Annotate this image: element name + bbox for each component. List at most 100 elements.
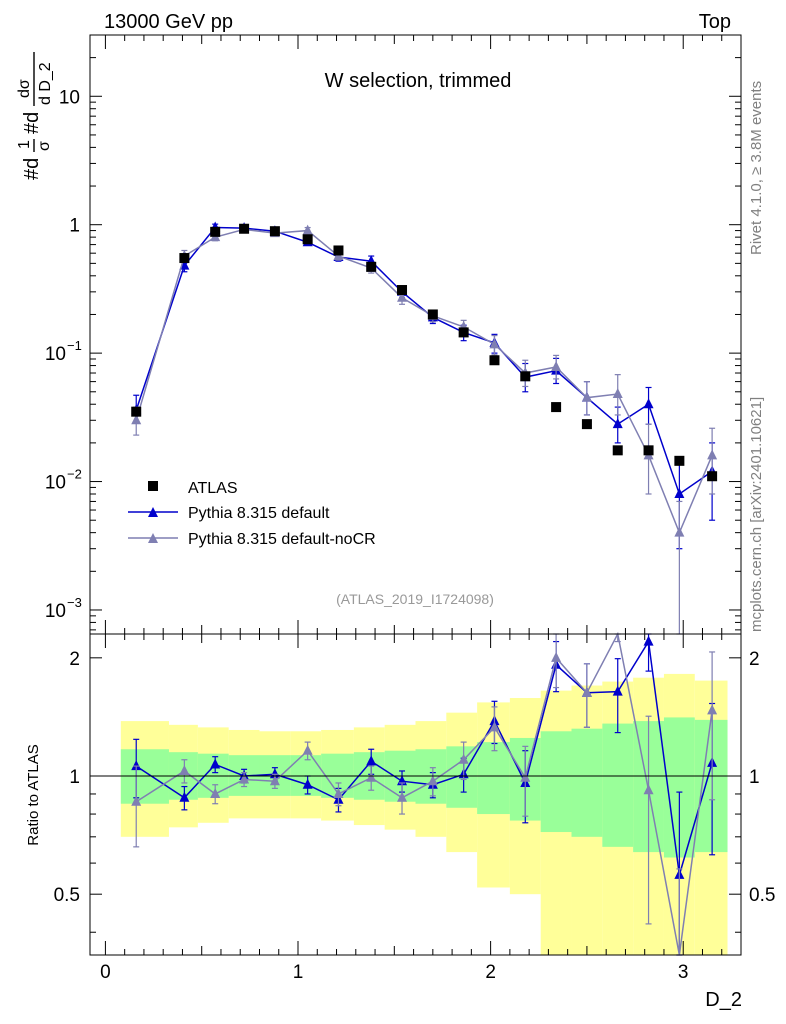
point-nocr xyxy=(397,291,408,302)
point-atlas xyxy=(612,445,623,456)
ratio-ytick-label-left: 1 xyxy=(69,767,80,788)
ylabel-part-b: 1 xyxy=(16,140,33,149)
ylabel-part-f: d D_2 xyxy=(37,62,54,105)
band-1sigma-bin xyxy=(477,742,510,815)
ratio-ytick-label-right: 0.5 xyxy=(749,885,775,906)
ratio-ytick-label-right: 2 xyxy=(749,649,760,670)
legend-label-default: Pythia 8.315 default xyxy=(188,505,330,522)
point-atlas xyxy=(269,226,280,237)
chart-title: W selection, trimmed xyxy=(325,70,512,92)
point-atlas xyxy=(333,245,344,256)
point-nocr xyxy=(707,449,718,460)
band-1sigma-bin xyxy=(540,731,572,833)
ratio-point-nocr xyxy=(397,791,408,802)
point-default xyxy=(674,487,685,498)
ratio-point-nocr xyxy=(269,775,280,786)
point-nocr xyxy=(489,338,500,349)
ylabel-part-e: dσ xyxy=(16,79,33,98)
band-1sigma-bin xyxy=(694,719,728,853)
ratio-point-nocr xyxy=(210,787,221,798)
point-nocr xyxy=(581,391,592,402)
ratio-point-nocr xyxy=(427,775,438,786)
ratio-point-default xyxy=(210,758,221,769)
ratio-point-nocr xyxy=(581,686,592,697)
legend-marker-atlas xyxy=(148,481,158,491)
ratio-point-nocr xyxy=(643,784,654,795)
ratio-point-nocr xyxy=(707,704,718,715)
point-default xyxy=(643,398,654,409)
legend-marker-default xyxy=(148,507,158,517)
point-atlas xyxy=(581,419,592,430)
ratio-ytick-label-right: 1 xyxy=(749,767,760,788)
ratio-point-nocr xyxy=(179,764,190,775)
point-atlas xyxy=(366,261,377,272)
main-ytick-exponent: −3 xyxy=(67,595,82,610)
ratio-point-nocr xyxy=(366,771,377,782)
ratio-uncertainty-bands xyxy=(120,673,728,955)
xtick-label: 1 xyxy=(293,962,304,983)
ylabel-part-d: #d xyxy=(21,112,43,134)
main-ytick-label: 10 xyxy=(45,473,66,494)
point-atlas xyxy=(179,253,190,264)
point-atlas xyxy=(458,327,469,338)
ratio-point-nocr xyxy=(489,721,500,732)
ratio-ylabel: Ratio to ATLAS xyxy=(25,744,42,845)
xtick-label: 2 xyxy=(485,962,496,983)
ratio-ytick-label-left: 0.5 xyxy=(54,885,80,906)
header-energy-label: 13000 GeV pp xyxy=(104,11,233,33)
side-label-mcplots: mcplots.cern.ch [arXiv:2401.10621] xyxy=(748,397,765,632)
ratio-point-nocr xyxy=(131,795,142,806)
point-atlas xyxy=(131,406,142,417)
ratio-point-nocr xyxy=(302,744,313,755)
legend: ATLAS Pythia 8.315 default Pythia 8.315 … xyxy=(128,480,376,548)
point-nocr xyxy=(551,360,562,371)
ratio-point-nocr xyxy=(458,753,469,764)
point-atlas xyxy=(520,371,531,382)
series-line-default xyxy=(135,226,713,496)
ratio-point-default xyxy=(366,755,377,766)
ratio-point-nocr xyxy=(239,773,250,784)
point-atlas xyxy=(427,309,438,320)
point-nocr xyxy=(131,414,142,425)
ratio-point-nocr xyxy=(520,771,531,782)
main-ytick-label: 1 xyxy=(69,216,80,237)
point-default xyxy=(612,418,623,429)
main-plot-layer xyxy=(131,221,718,635)
side-label-rivet: Rivet 4.1.0, ≥ 3.8M events xyxy=(748,81,765,255)
point-atlas xyxy=(707,471,718,482)
point-atlas xyxy=(489,355,500,366)
legend-label-atlas: ATLAS xyxy=(188,480,238,497)
ratio-point-default xyxy=(131,760,142,771)
ratio-point-default xyxy=(302,778,313,789)
point-nocr xyxy=(674,526,685,537)
ylabel-part-c: σ xyxy=(36,141,53,151)
band-1sigma-bin xyxy=(571,728,603,837)
main-ytick-exponent: −1 xyxy=(67,338,82,353)
ratio-point-default xyxy=(643,635,654,646)
point-atlas xyxy=(302,234,313,245)
point-nocr xyxy=(612,388,623,399)
ratio-point-nocr xyxy=(551,651,562,662)
point-atlas xyxy=(551,402,562,413)
analysis-id: (ATLAS_2019_I1724098) xyxy=(336,591,494,607)
point-atlas xyxy=(674,455,685,466)
ratio-point-nocr xyxy=(333,787,344,798)
legend-marker-nocr xyxy=(148,533,158,543)
header-process-label: Top xyxy=(699,11,731,33)
point-nocr xyxy=(302,224,313,235)
xtick-label: 0 xyxy=(100,962,111,983)
main-ylabel: #d 1 σ #d dσ d D_2 xyxy=(16,52,54,180)
point-atlas xyxy=(239,223,250,234)
point-atlas xyxy=(643,445,654,456)
xtick-label: 3 xyxy=(678,962,689,983)
ratio-ytick-label-left: 2 xyxy=(69,649,80,670)
ylabel-part-a: #d xyxy=(21,158,43,180)
main-ytick-label: 10 xyxy=(45,344,66,365)
band-1sigma-bin xyxy=(602,723,634,847)
point-atlas xyxy=(210,226,221,237)
main-ytick-label: 10 xyxy=(45,601,66,622)
legend-label-nocr: Pythia 8.315 default-noCR xyxy=(188,531,376,548)
ratio-point-default xyxy=(612,685,623,696)
main-ytick-exponent: −2 xyxy=(67,467,82,482)
